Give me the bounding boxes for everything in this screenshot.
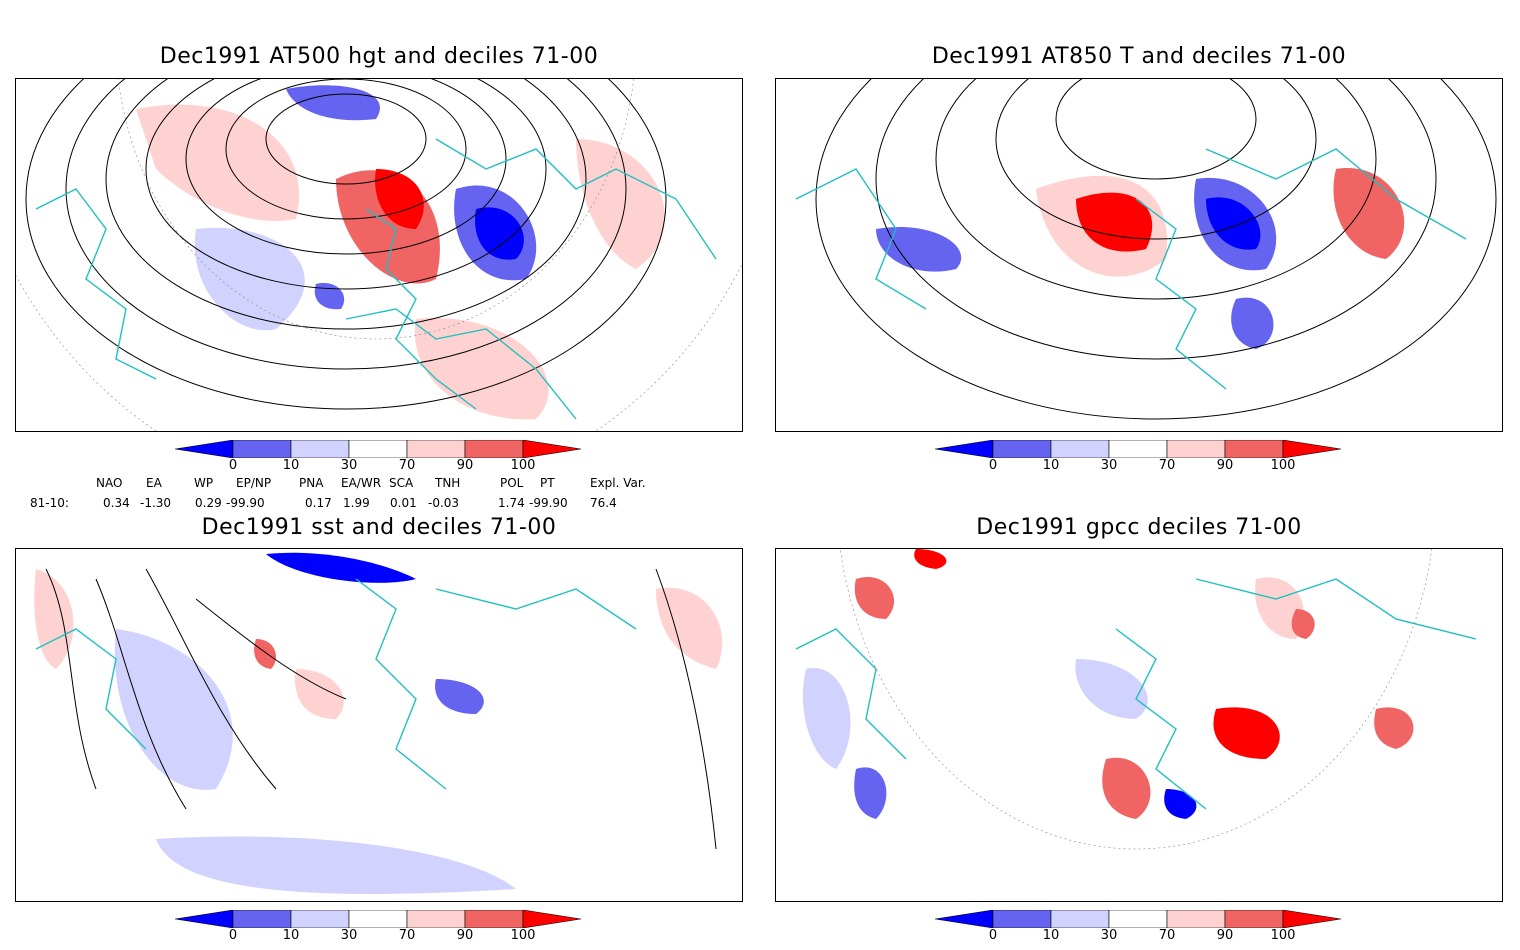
colorbar-segment [1166,439,1226,459]
index-value: -1.30 [140,496,172,510]
colorbar-sst: 0 10 30 70 90 100 [174,909,595,950]
index-value: 0.01 [390,496,417,510]
panel-title-hgt: Dec1991 AT500 hgt and deciles 71-00 [159,44,599,69]
index-value: 1.99 [343,496,370,510]
coastlines [35,578,637,790]
index-name: SCA [389,476,414,490]
index-value: -99.90 [226,496,265,510]
panel-title-gpcc: Dec1991 gpcc deciles 71-00 [976,515,1302,540]
colorbar-hgt: 0 10 30 70 90 100 [174,439,595,480]
colorbar-segment [992,909,1052,929]
panel-title-t850: Dec1991 AT850 T and deciles 71-00 [931,44,1347,69]
colorbar-t850: 0 10 30 70 90 100 [934,439,1355,480]
map-panel-sst [15,548,743,902]
contours [25,79,667,410]
map-gpcc [795,549,1477,850]
colorbar-segment [1224,909,1284,929]
colorbar-segment [1050,439,1110,459]
contours [45,568,717,850]
contours [815,79,1497,420]
colorbar-segment [1050,909,1110,929]
colorbar-segment [1282,439,1342,459]
colorbar-segment [522,439,582,459]
index-name: PNA [299,476,324,490]
index-name: EA/WR [341,476,382,490]
map-hgt [16,79,742,431]
colorbar-segment [1166,909,1226,929]
index-value: -99.90 [529,496,568,510]
index-value: 0.29 [195,496,222,510]
colorbar-gpcc: 0 10 30 70 90 100 [934,909,1355,950]
colorbar-segment [290,909,350,929]
index-name: PT [540,476,555,490]
colorbar-segment [934,439,994,459]
coastlines [35,138,717,420]
colorbar-segment [464,439,524,459]
colorbar-segment [348,439,408,459]
colorbar-segment [1224,439,1284,459]
map-t850 [795,79,1497,420]
index-name: WP [194,476,214,490]
colorbar-segment [174,439,234,459]
index-name: POL [500,476,524,490]
colorbar-segment [1108,909,1168,929]
index-value: 0.34 [103,496,130,510]
coastlines [795,578,1477,810]
colorbar-segment [406,439,466,459]
deciles-shading [876,168,1405,349]
map-panel-t850 [775,78,1503,432]
colorbar-segment [232,909,292,929]
colorbar-segment [464,909,524,929]
colorbar-segment [348,909,408,929]
index-value: -0.03 [428,496,460,510]
coastlines [795,148,1467,390]
colorbar-segment [934,909,994,929]
panel-title-sst: Dec1991 sst and deciles 71-00 [201,515,557,540]
map-panel-gpcc [775,548,1503,902]
deciles-shading [34,552,723,894]
index-name: NAO [96,476,123,490]
index-value: 0.17 [305,496,332,510]
index-name: EA [146,476,162,490]
teleconnection-indices: NAO EA WP EP/NP PNA EA/WR SCA TNH POL PT… [0,476,760,516]
index-name: TNH [435,476,461,490]
graticule [16,79,742,431]
colorbar-segment [992,439,1052,459]
colorbar-segment [406,909,466,929]
colorbar-segment [522,909,582,929]
colorbar-segment [1108,439,1168,459]
map-panel-hgt [15,78,743,432]
index-row-label: 81-10: [30,496,69,510]
colorbar-segment [1282,909,1342,929]
colorbar-segment [290,439,350,459]
index-value: 1.74 [498,496,525,510]
colorbar-segment [174,909,234,929]
index-name: Expl. Var. [590,476,646,490]
map-sst [34,552,723,894]
index-name: EP/NP [236,476,272,490]
colorbar-segment [232,439,292,459]
deciles-shading [136,85,665,420]
index-value: 76.4 [590,496,617,510]
deciles-shading [802,549,1414,819]
